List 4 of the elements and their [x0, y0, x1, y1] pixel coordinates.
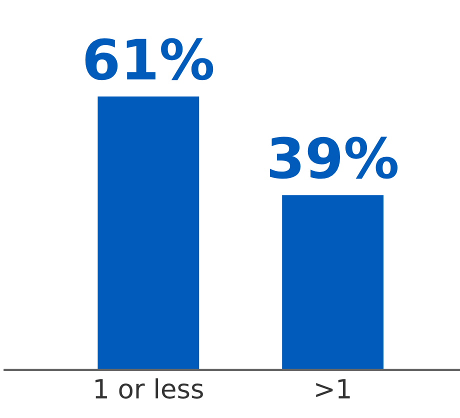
data-label: 61% — [85, 38, 214, 80]
x-tick-label: 1 or less — [96, 378, 203, 399]
data-label: 39% — [270, 136, 398, 179]
x-tick-label: >1 — [316, 379, 350, 398]
